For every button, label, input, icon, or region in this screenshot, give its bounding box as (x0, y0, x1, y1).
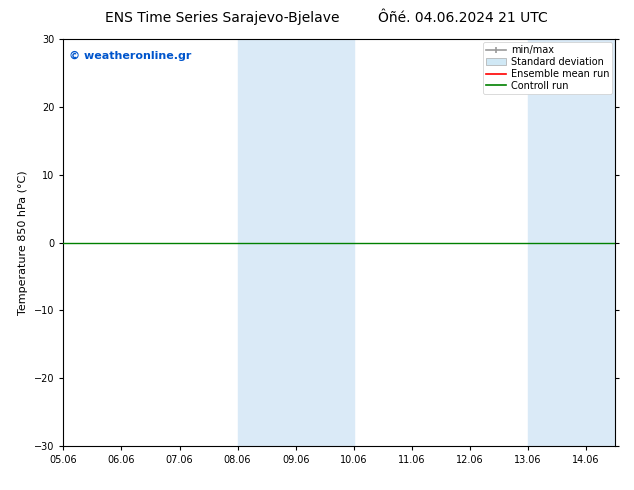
Legend: min/max, Standard deviation, Ensemble mean run, Controll run: min/max, Standard deviation, Ensemble me… (483, 42, 612, 94)
Text: © weatheronline.gr: © weatheronline.gr (69, 51, 191, 61)
Y-axis label: Temperature 850 hPa (°C): Temperature 850 hPa (°C) (18, 170, 29, 315)
Text: Ôñé. 04.06.2024 21 UTC: Ôñé. 04.06.2024 21 UTC (378, 11, 548, 25)
Bar (295, 39, 354, 446)
Bar (586, 39, 615, 446)
Text: ENS Time Series Sarajevo-Bjelave: ENS Time Series Sarajevo-Bjelave (105, 11, 339, 25)
Bar (528, 39, 586, 446)
Bar (238, 39, 295, 446)
